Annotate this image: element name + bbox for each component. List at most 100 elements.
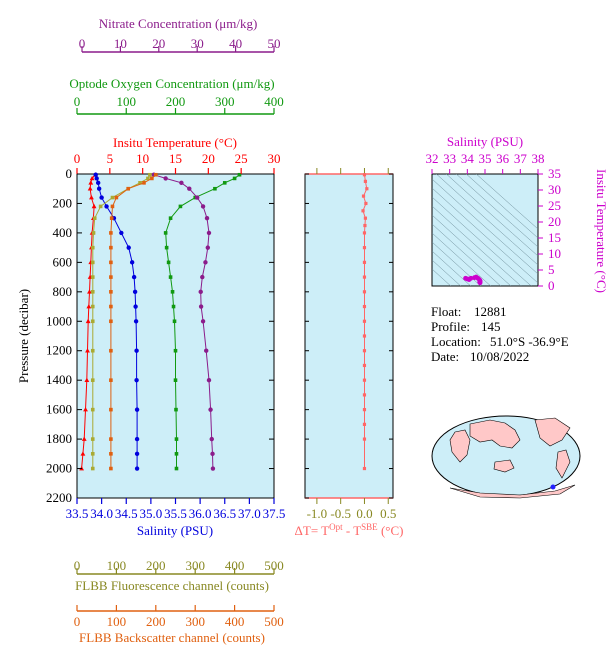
salinity-point	[126, 245, 131, 250]
oxygen-point	[173, 348, 178, 353]
ts-panel: Salinity (PSU) 32 33 34 35 36 37 38 0510152025…	[426, 134, 609, 293]
temperature-point	[87, 289, 92, 294]
backscatter-point	[109, 407, 113, 412]
oxygen-tick-label: 100	[117, 94, 137, 109]
nitrate-point	[198, 304, 204, 309]
nitrate-tick-label: 20	[152, 36, 165, 51]
backscatter-axis: 0 100 200 300 400 500 FLBB Backscatter channe…	[74, 605, 284, 645]
backscatter-point	[114, 195, 119, 200]
backscatter-tick-label: 100	[107, 614, 127, 629]
delta-t-point	[362, 408, 367, 412]
fluorescence-axis-label: FLBB Fluorescence channel (counts)	[75, 578, 269, 593]
temperature-tick-label: 25	[235, 151, 248, 166]
float-position-marker	[550, 484, 556, 490]
temperature-point	[84, 377, 90, 382]
delta-t-point	[362, 466, 367, 471]
map-continents	[449, 417, 576, 499]
pressure-tick-label: 1200	[46, 343, 72, 358]
nitrate-point	[205, 245, 211, 250]
ts-x-tick-label: 32	[426, 151, 439, 166]
fluorescence-point	[92, 216, 97, 220]
ts-y-tick-label: 25	[548, 198, 561, 213]
nitrate-point	[187, 186, 192, 191]
backscatter-series-line	[110, 174, 157, 469]
pressure-tick-label: 2200	[46, 490, 72, 505]
backscatter-tick-label: 300	[185, 614, 205, 629]
fluorescence-tick-label: 500	[264, 558, 284, 573]
fluorescence-point	[90, 290, 95, 294]
delta-t-point	[363, 223, 367, 228]
pressure-axis: Pressure (decibar) 0 200 400 600 800 1000 1200…	[16, 166, 274, 505]
africa-shape	[449, 429, 471, 463]
oxygen-tick-label: 0	[74, 94, 81, 109]
fluorescence-point	[90, 466, 95, 471]
salinity-point	[134, 466, 140, 471]
oxygen-point	[171, 304, 176, 309]
delta-t-axis-label: ΔT= TOpt - TSBE (°C)	[295, 522, 404, 538]
date-value: 10/08/2022	[470, 349, 529, 364]
backscatter-point	[126, 186, 131, 191]
backscatter-tick-label: 0	[74, 614, 81, 629]
fluorescence-point	[90, 245, 95, 250]
delta-t-tick-label: -1.0	[307, 506, 328, 521]
oxygen-point	[163, 231, 168, 235]
backscatter-tick-label: 500	[264, 614, 284, 629]
ts-isopycnal-line	[465, 174, 538, 239]
nitrate-point	[198, 289, 203, 295]
ts-y-tick-label: 35	[548, 166, 561, 181]
fluorescence-point	[90, 319, 95, 324]
nitrate-tick-label: 30	[191, 36, 204, 51]
oxygen-point	[168, 275, 173, 279]
temperature-point	[91, 203, 97, 209]
temperature-point	[89, 175, 95, 181]
salinity-tick-label: 35.5	[164, 506, 187, 521]
ts-salinity-label: Salinity (PSU)	[447, 134, 523, 149]
location-label: Location:	[431, 334, 481, 349]
ts-isopycnal-line	[475, 174, 538, 230]
oxygen-point	[166, 260, 171, 265]
temperature-tick-label: 0	[74, 151, 81, 166]
temperature-tick-label: 10	[136, 151, 149, 166]
salinity-tick-label: 37.0	[238, 506, 261, 521]
backscatter-point	[109, 304, 113, 309]
temperature-point	[80, 451, 86, 456]
oxygen-point	[222, 181, 227, 185]
delta-t-point	[362, 363, 367, 368]
oxygen-tick-label: 400	[264, 94, 284, 109]
oxygen-point	[174, 466, 179, 471]
temperature-point	[87, 186, 93, 191]
ts-y-tick-label: 15	[548, 230, 561, 245]
backscatter-point	[109, 275, 113, 279]
oxygen-point	[213, 186, 217, 191]
ts-y-tick-label: 30	[548, 182, 561, 197]
salinity-point	[134, 407, 140, 412]
fluorescence-point	[90, 260, 95, 265]
nitrate-tick-label: 10	[114, 36, 127, 51]
main-panel: Nitrate Concentration (μm/kg) 0 10 20 30 40 5…	[16, 16, 285, 645]
fluorescence-point	[98, 204, 103, 209]
ts-y-tick-label: 5	[548, 262, 555, 277]
salinity-tick-label: 34.5	[115, 506, 138, 521]
backscatter-tick-label: 200	[146, 614, 166, 629]
ts-temperature-label: Insitu Temperature (°C)	[594, 169, 609, 293]
ts-isopycnal-line	[432, 196, 532, 286]
nitrate-axis: Nitrate Concentration (μm/kg) 0 10 20 30 40 5…	[79, 16, 281, 53]
delta-t-point	[361, 209, 365, 213]
ts-x-tick-label: 36	[496, 151, 510, 166]
delta-t-point	[362, 173, 367, 177]
salinity-tick-label: 37.5	[263, 506, 286, 521]
ts-isopycnal-line	[432, 178, 538, 275]
delta-t-point	[362, 275, 367, 279]
pressure-tick-label: 2000	[46, 461, 72, 476]
nitrate-point	[210, 451, 215, 457]
ts-isopycnal-line	[432, 259, 462, 286]
backscatter-axis-label: FLBB Backscatter channel (counts)	[79, 630, 265, 645]
fluorescence-point	[90, 437, 95, 441]
nitrate-point	[209, 436, 214, 442]
ts-x-tick-label: 38	[532, 151, 545, 166]
temperature-tick-label: 20	[202, 151, 215, 166]
oxygen-point	[237, 172, 242, 177]
nitrate-point	[163, 176, 168, 181]
fluorescence-tick-label: 0	[74, 558, 81, 573]
salinity-tick-label: 36.5	[213, 506, 236, 521]
